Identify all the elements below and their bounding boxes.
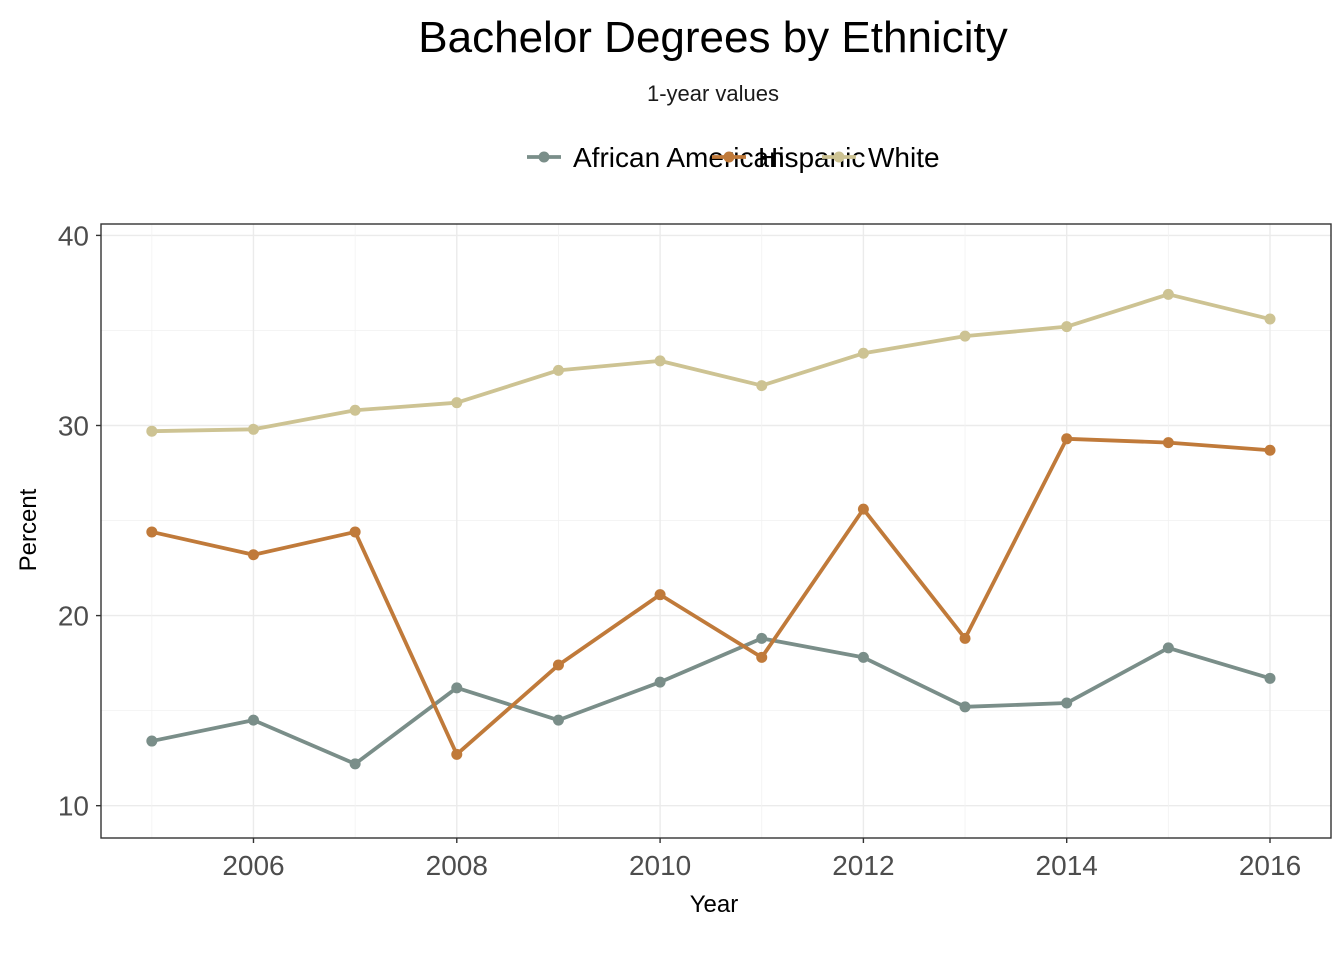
legend-label-white: White xyxy=(868,142,940,173)
data-point-white xyxy=(756,380,768,392)
data-point-african-american xyxy=(451,682,463,694)
y-tick-label: 30 xyxy=(58,410,89,441)
data-point-white xyxy=(1264,313,1276,325)
chart-title: Bachelor Degrees by Ethnicity xyxy=(418,13,1007,62)
data-point-african-american xyxy=(552,714,564,726)
data-point-hispanic xyxy=(959,632,971,644)
x-tick-label: 2016 xyxy=(1239,850,1301,881)
x-axis: 2006 2008 2010 2012 2014 2016 xyxy=(222,838,1301,881)
x-tick-label: 2014 xyxy=(1036,850,1098,881)
y-tick-label: 10 xyxy=(58,791,89,822)
data-point-hispanic xyxy=(756,651,768,663)
x-tick-label: 2012 xyxy=(832,850,894,881)
data-point-hispanic xyxy=(654,589,666,601)
data-point-hispanic xyxy=(349,526,361,538)
data-point-hispanic xyxy=(1264,444,1276,456)
data-point-african-american xyxy=(349,758,361,770)
legend-marker-hispanic xyxy=(723,151,735,163)
x-tick-label: 2008 xyxy=(426,850,488,881)
data-point-white xyxy=(552,364,564,376)
data-point-hispanic xyxy=(857,503,869,515)
data-point-white xyxy=(349,404,361,416)
y-tick-label: 20 xyxy=(58,601,89,632)
data-point-hispanic xyxy=(1061,433,1073,445)
series-line-african-american xyxy=(149,636,1272,766)
data-point-hispanic xyxy=(1162,437,1174,449)
y-tick-label: 40 xyxy=(58,220,89,251)
plot-area xyxy=(100,223,1332,839)
x-axis-title: Year xyxy=(690,891,739,918)
y-axis: 10 20 30 40 xyxy=(58,220,101,822)
data-point-african-american xyxy=(959,701,971,713)
data-point-african-american xyxy=(146,735,158,747)
data-point-african-american xyxy=(247,714,259,726)
series-lines xyxy=(149,292,1272,766)
data-point-african-american xyxy=(1061,697,1073,709)
data-point-white xyxy=(247,423,259,435)
grid xyxy=(101,224,1331,838)
data-point-white xyxy=(1061,321,1073,333)
data-point-white xyxy=(146,425,158,437)
data-point-hispanic xyxy=(146,526,158,538)
data-point-hispanic xyxy=(247,549,259,561)
data-point-hispanic xyxy=(552,659,564,671)
data-point-african-american xyxy=(1264,672,1276,684)
data-point-white xyxy=(451,397,463,409)
series-line-hispanic xyxy=(149,436,1272,757)
legend-marker-white xyxy=(833,151,845,163)
data-point-white xyxy=(857,347,869,359)
data-point-white xyxy=(959,330,971,342)
chart-subtitle: 1-year values xyxy=(647,81,779,106)
legend-label-african-american: African American xyxy=(573,142,785,173)
series-line-white xyxy=(149,292,1272,434)
data-point-african-american xyxy=(1162,642,1174,654)
data-point-african-american xyxy=(654,676,666,688)
data-point-hispanic xyxy=(451,748,463,760)
data-point-white xyxy=(654,355,666,367)
legend-marker-african-american xyxy=(538,151,550,163)
x-tick-label: 2010 xyxy=(629,850,691,881)
y-axis-title: Percent xyxy=(15,488,42,571)
panel-border xyxy=(100,223,1332,839)
data-point-african-american xyxy=(857,651,869,663)
data-point-african-american xyxy=(756,632,768,644)
x-tick-label: 2006 xyxy=(222,850,284,881)
data-point-white xyxy=(1162,288,1174,300)
series-points xyxy=(146,288,1276,770)
